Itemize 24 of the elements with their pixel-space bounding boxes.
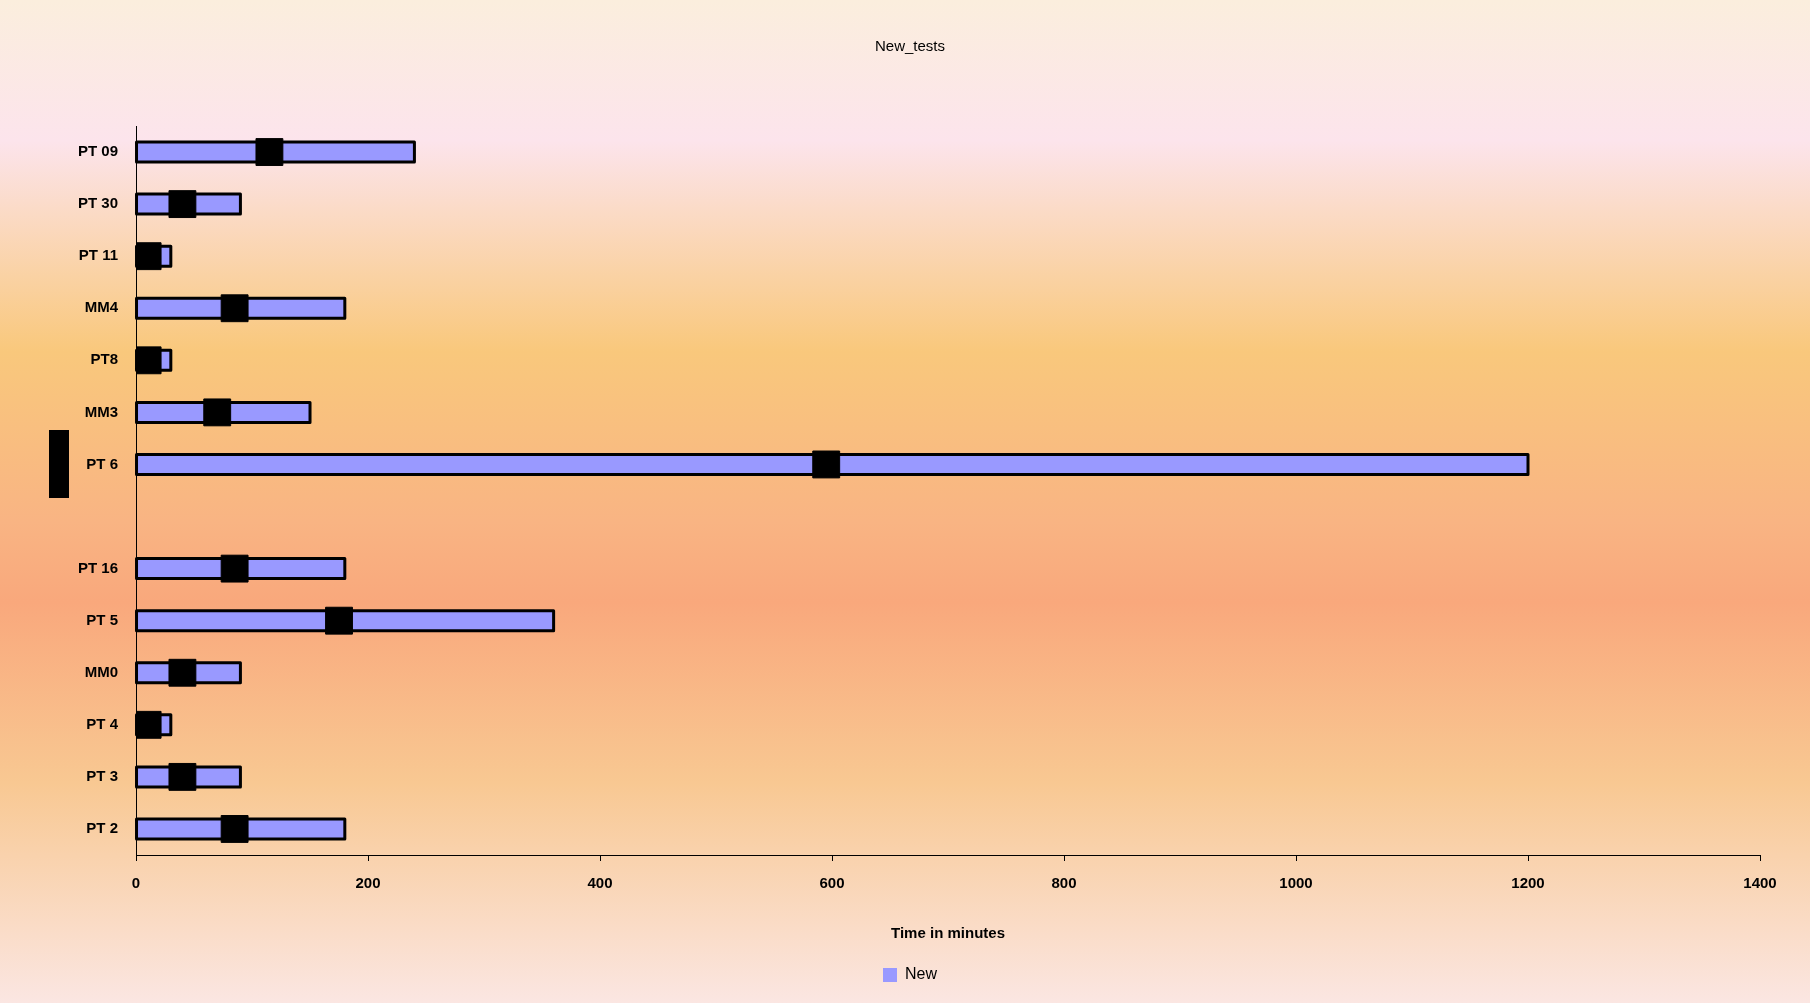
x-axis-title: Time in minutes — [891, 924, 1005, 942]
y-tick-label: PT 5 — [86, 610, 119, 628]
y-tick-label: PT8 — [90, 350, 119, 368]
y-tick-label: MM4 — [84, 298, 119, 316]
x-tick-label: 1000 — [1279, 874, 1313, 892]
y-tick-label: PT 2 — [86, 819, 119, 837]
x-tick-label: 1200 — [1511, 874, 1545, 892]
y-tick-label: MM0 — [84, 662, 119, 680]
x-tick-label: 600 — [819, 874, 845, 892]
x-tick-label: 200 — [355, 874, 381, 892]
x-tick-label: 800 — [1051, 874, 1077, 892]
legend-label: New — [905, 965, 938, 983]
y-tick-label: PT 11 — [78, 246, 119, 264]
x-tick-label: 400 — [587, 874, 613, 892]
y-tick-label: MM3 — [84, 402, 119, 420]
y-tick-label: PT 3 — [86, 767, 119, 785]
y-tick-label: PT 4 — [86, 714, 119, 732]
y-tick-label: PT 09 — [77, 142, 119, 160]
y-tick-label: PT 6 — [86, 454, 119, 472]
y-tick-label: PT 30 — [77, 194, 119, 212]
x-tick-label: 1400 — [1743, 874, 1777, 892]
y-tick-label: PT 16 — [77, 558, 119, 576]
chart-title: New_tests — [874, 37, 946, 55]
x-tick-label: 0 — [131, 874, 141, 892]
